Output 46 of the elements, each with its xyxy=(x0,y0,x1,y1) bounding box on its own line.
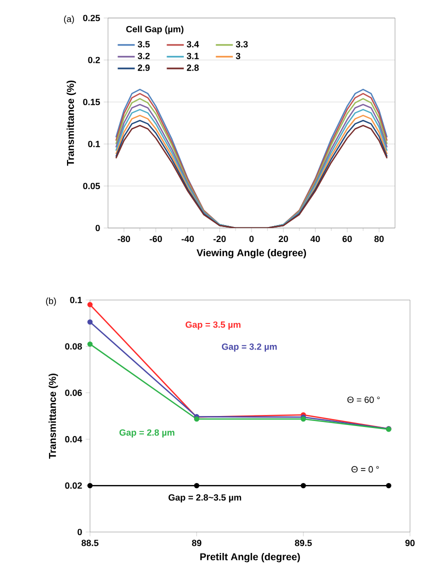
legend-label: 3.4 xyxy=(186,41,199,48)
legend-label: 2.9 xyxy=(138,64,150,71)
y-tick-label: 0.02 xyxy=(65,482,82,489)
x-tick-label: 60 xyxy=(342,236,352,242)
x-tick-label: -80 xyxy=(118,236,130,242)
x-axis-title: Pretilt Angle (degree) xyxy=(200,552,300,562)
y-tick-label: 0.04 xyxy=(65,436,82,442)
annotation: Θ = 0 ° xyxy=(352,466,379,473)
legend-label: 3.2 xyxy=(138,52,150,60)
x-tick-label: 40 xyxy=(310,236,320,242)
chart-title: (a) xyxy=(64,16,74,24)
y-tick-label: 0.15 xyxy=(83,98,100,106)
text: Gap = 3.5 µm xyxy=(186,321,240,330)
x-tick-label: -40 xyxy=(182,236,194,242)
y-tick-label: 0 xyxy=(78,528,82,536)
x-tick-label: 90 xyxy=(405,540,415,546)
y-tick-label: 0.1 xyxy=(70,296,82,304)
x-tick-label: 0 xyxy=(249,236,254,242)
y-tick-label: 0 xyxy=(96,224,100,232)
legend-label: 3.3 xyxy=(236,41,248,48)
y-tick-label: 0.06 xyxy=(65,390,82,396)
legend-label: 3.5 xyxy=(138,41,150,48)
y-tick-label: 0.1 xyxy=(88,140,100,148)
y-tick-label: 0.08 xyxy=(65,343,82,350)
x-tick-label: 89.5 xyxy=(294,540,312,546)
legend-label: 3 xyxy=(236,52,240,60)
x-tick-label: 80 xyxy=(374,236,384,242)
y-tick-label: 0.2 xyxy=(88,56,100,64)
x-tick-label: 88.5 xyxy=(82,540,98,546)
y-axis-title: Transmittance (%) xyxy=(66,80,76,166)
y-axis-title: Transmittance (%) xyxy=(48,374,58,459)
x-axis-title: Viewing Angle (degree) xyxy=(196,248,306,258)
legend-title: Cell Gap (µm) xyxy=(126,26,184,34)
text: Gap = 2.8 µm xyxy=(119,429,174,438)
y-tick-label: 0.05 xyxy=(83,182,100,190)
series-label: Gap = 2.8~3.5 µm xyxy=(168,494,242,502)
chart-title: (b) xyxy=(46,298,56,306)
legend-label: 2.8 xyxy=(186,64,199,71)
text: Gap = 3.2 µm xyxy=(222,343,277,352)
legend-label: 3.1 xyxy=(186,52,199,60)
annotation: Θ = 60 ° xyxy=(347,396,380,403)
y-tick-label: 0.25 xyxy=(83,14,100,22)
x-tick-label: -60 xyxy=(150,236,162,242)
x-tick-label: 20 xyxy=(278,236,288,242)
x-tick-label: -20 xyxy=(213,236,226,242)
x-tick-label: 89 xyxy=(192,540,202,546)
